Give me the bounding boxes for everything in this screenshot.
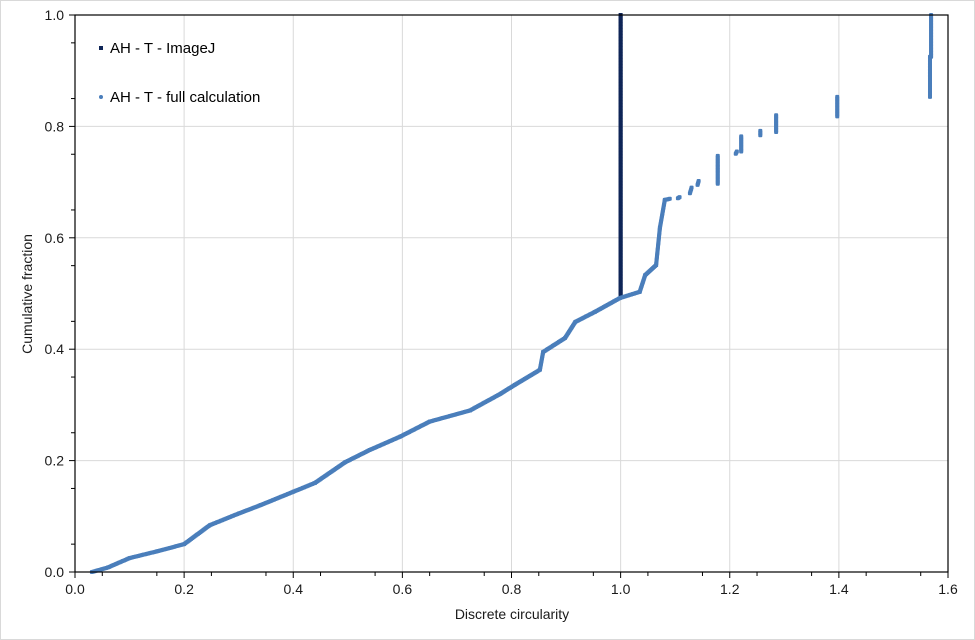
- y-axis-title: Cumulative fraction: [19, 234, 35, 354]
- legend-marker-full-calculation: [99, 95, 103, 99]
- y-tick-label: 0.2: [45, 453, 65, 469]
- x-tick-label: 1.0: [611, 581, 631, 597]
- y-tick-label: 0.8: [45, 118, 65, 134]
- x-tick-label: 0.2: [174, 581, 194, 597]
- legend-marker-imagej: [99, 46, 103, 50]
- data-point: [774, 113, 779, 118]
- series-imagej: [618, 13, 623, 298]
- data-point: [739, 134, 744, 139]
- x-tick-label: 0.6: [393, 581, 413, 597]
- x-tick-label: 1.4: [829, 581, 849, 597]
- data-point: [734, 149, 739, 154]
- x-tick-label: 1.6: [938, 581, 958, 597]
- data-point: [677, 195, 682, 200]
- x-tick-label: 0.0: [65, 581, 85, 597]
- x-tick-label: 0.8: [502, 581, 522, 597]
- legend-label-full-calculation: AH - T - full calculation: [110, 89, 260, 106]
- series-full-calculation: [89, 13, 934, 574]
- y-tick-label: 0.4: [45, 341, 65, 357]
- axes: 0.0 0.2 0.4 0.6 0.8 1.0 1.2 1.4 1.6 0.0 0.2 0.4 0.6 0…: [45, 7, 958, 597]
- data-point: [715, 153, 720, 158]
- x-axis-title: Discrete circularity: [455, 606, 569, 622]
- data-point: [835, 94, 840, 99]
- data-series: [89, 13, 934, 574]
- y-tick-label: 0.6: [45, 230, 65, 246]
- plot-area-border: [74, 14, 949, 573]
- data-point: [696, 178, 701, 183]
- y-tick-label: 1.0: [45, 7, 65, 23]
- x-tick-label: 1.2: [720, 581, 740, 597]
- legend-label-imagej: AH - T - ImageJ: [110, 40, 215, 57]
- x-tick-label: 0.4: [284, 581, 304, 597]
- data-point: [758, 128, 763, 133]
- legend: AH - T - ImageJ AH - T - full calculatio…: [99, 40, 260, 106]
- data-point: [689, 185, 694, 190]
- data-point: [667, 196, 672, 201]
- y-tick-label: 0.0: [45, 564, 65, 580]
